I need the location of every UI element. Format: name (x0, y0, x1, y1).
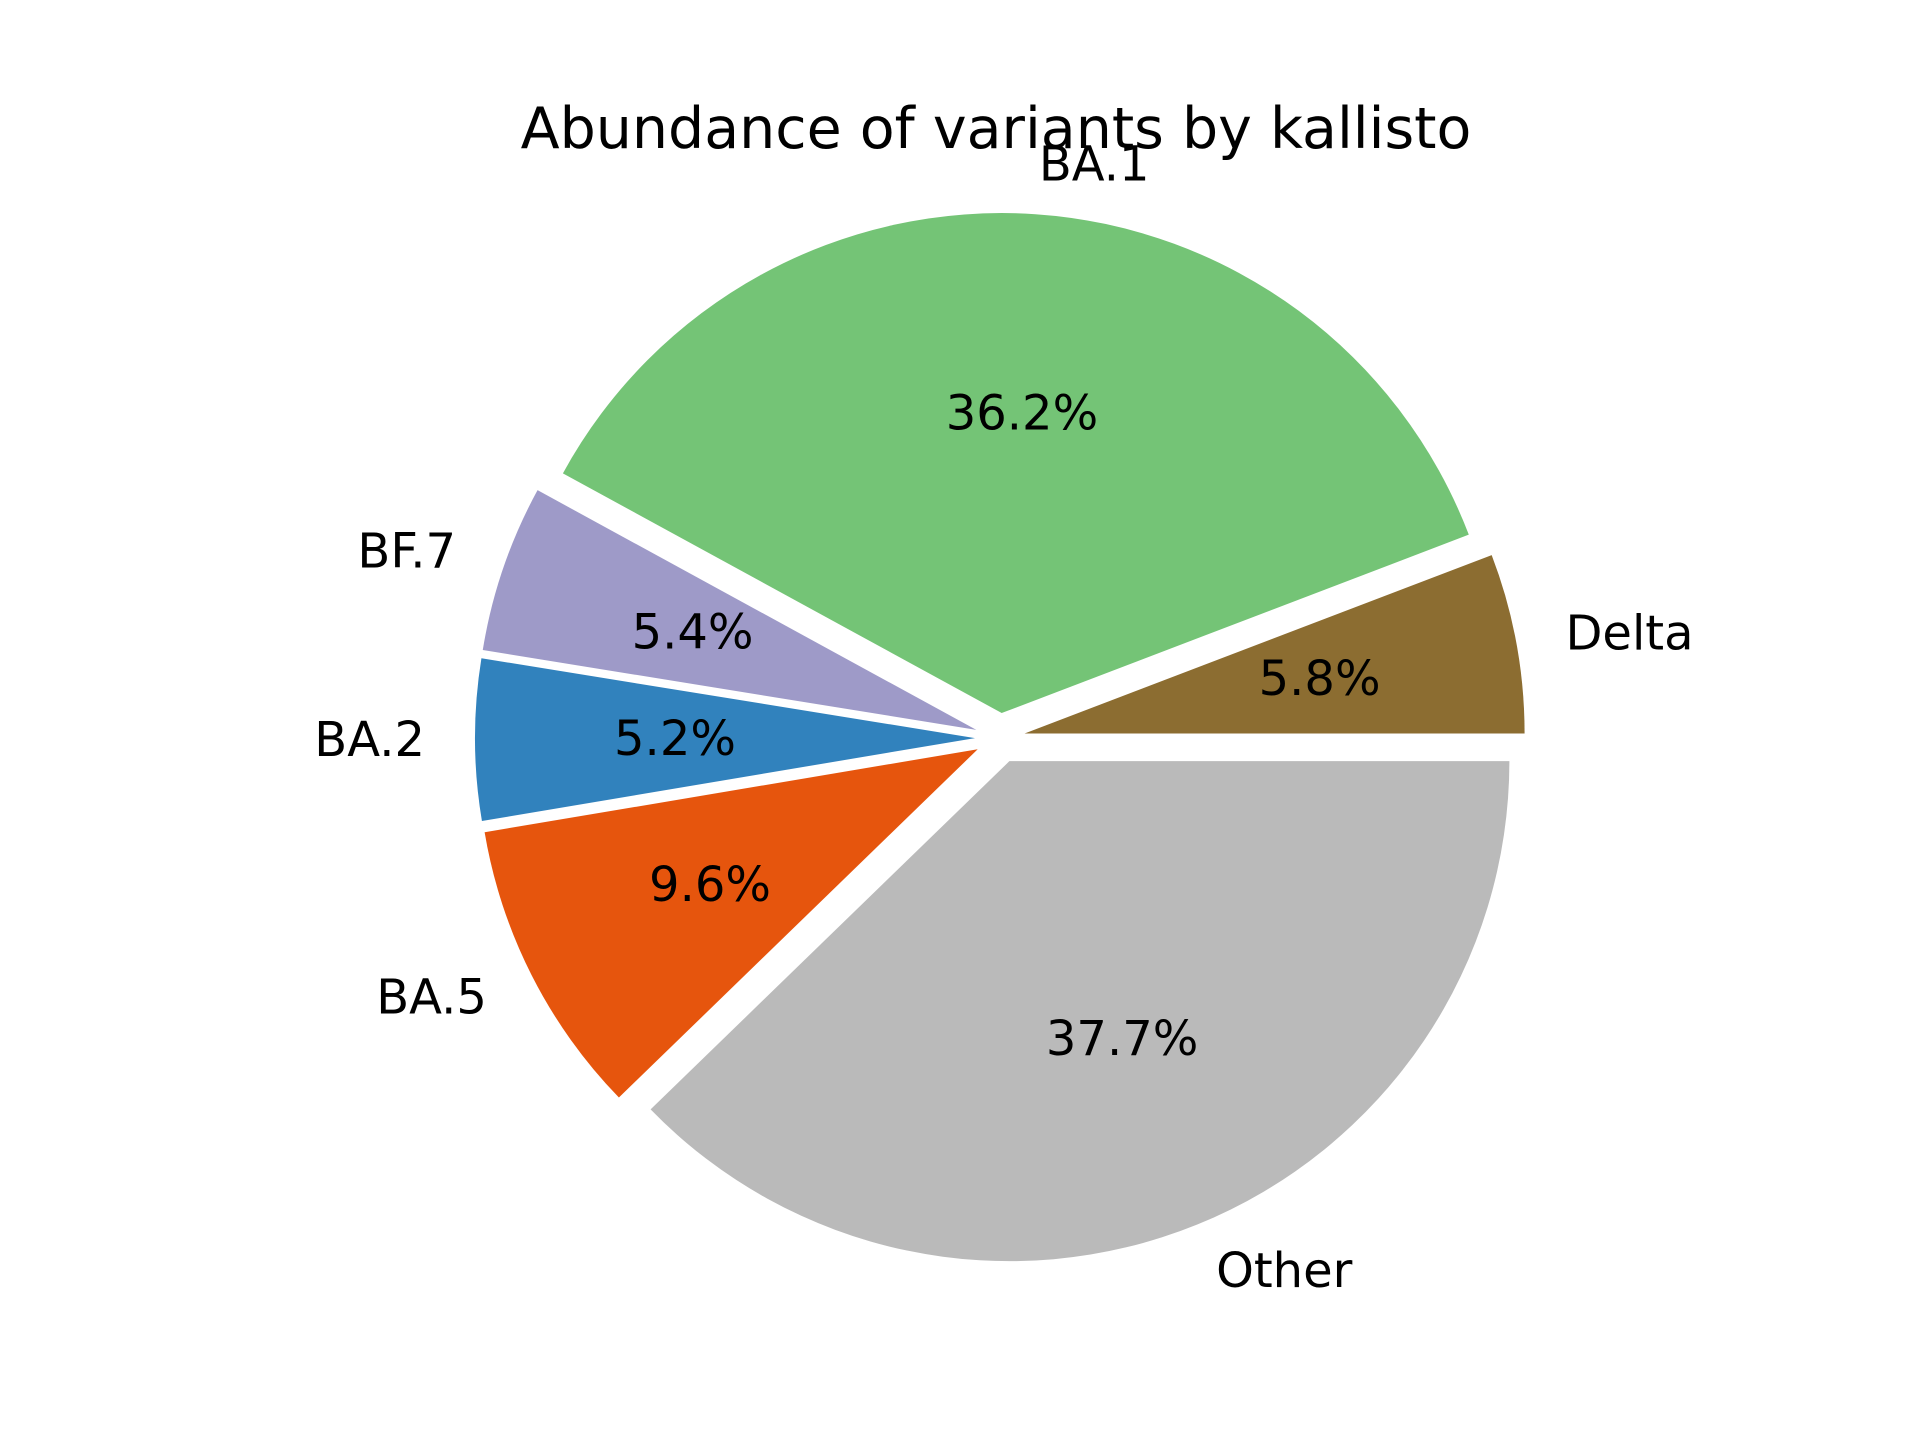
pie-slice-delta (1024, 555, 1525, 734)
pct-label-bf-7: 5.4% (632, 605, 754, 661)
pct-label-delta: 5.8% (1259, 651, 1381, 707)
slice-label-other: Other (1216, 1243, 1353, 1299)
pct-label-other: 37.7% (1046, 1011, 1198, 1067)
pct-label-ba-2: 5.2% (614, 711, 736, 767)
pie-slices (475, 213, 1525, 1262)
pie-slice-ba-5 (484, 749, 978, 1098)
chart-title: Abundance of variants by kallisto (521, 96, 1472, 162)
slice-label-bf-7: BF.7 (357, 524, 456, 580)
pie-slice-bf-7 (482, 490, 977, 730)
slice-label-delta: Delta (1565, 606, 1693, 662)
pie-labels: 5.8% Delta 36.2% BA.1 5.4% BF.7 5.2% BA.2 9.6% BA… (314, 136, 1693, 1299)
pie-slice-ba-2 (475, 658, 976, 822)
slice-label-ba-1: BA.1 (1039, 136, 1150, 192)
pct-label-ba-1: 36.2% (946, 386, 1098, 442)
pct-label-ba-5: 9.6% (649, 857, 771, 913)
slice-label-ba-5: BA.5 (376, 970, 487, 1026)
slice-label-ba-2: BA.2 (314, 712, 425, 768)
pie-slice-other (650, 761, 1510, 1262)
pie-slice-ba-1 (562, 213, 1469, 714)
